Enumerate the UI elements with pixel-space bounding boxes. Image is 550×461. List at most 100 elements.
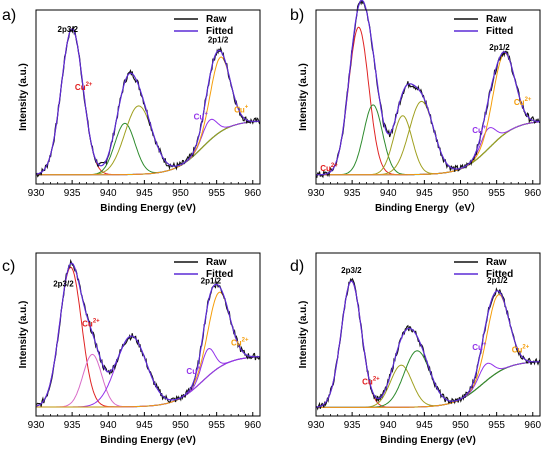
species-label: Cu2+ xyxy=(82,319,100,329)
peak-label: 2p3/2 xyxy=(341,266,362,275)
component-peak-5 xyxy=(316,121,540,176)
species-label-sup: 2+ xyxy=(522,345,529,351)
raw-series xyxy=(35,26,261,178)
peak-label: 2p1/2 xyxy=(201,277,222,286)
plot-frame xyxy=(35,252,261,417)
plot-frame xyxy=(315,9,541,185)
component-peak-1 xyxy=(35,28,260,176)
species-label: Cu2+ xyxy=(75,82,93,92)
x-tick-label: 940 xyxy=(100,420,117,431)
species-label-sup: + xyxy=(483,125,487,131)
x-tick-label: 955 xyxy=(208,420,225,431)
species-label-sup: 2+ xyxy=(93,319,100,325)
x-tick-label: 945 xyxy=(136,188,153,199)
species-label: Cu2+ xyxy=(514,97,532,107)
legend-label: Raw xyxy=(486,257,507,268)
species-label-sup: + xyxy=(204,112,208,118)
raw-series xyxy=(315,277,541,411)
legend-label: Fitted xyxy=(206,269,233,280)
background-line xyxy=(316,121,540,176)
fitted-series xyxy=(315,280,540,408)
y-axis-title: Intensity (a.u.) xyxy=(298,63,309,131)
panel-letter: d) xyxy=(290,258,304,275)
species-label: Cu2+ xyxy=(320,163,338,173)
component-peak-3 xyxy=(316,115,540,176)
x-tick-label: 940 xyxy=(380,188,397,199)
x-tick-label: 960 xyxy=(244,420,261,431)
component-peak-2 xyxy=(36,353,260,408)
x-axis-title: Binding Energy（eV） xyxy=(375,201,481,214)
peak-label: 2p1/2 xyxy=(489,43,510,52)
y-axis-title: Intensity (a.u.) xyxy=(18,301,29,369)
component-peak-4 xyxy=(36,347,260,408)
x-tick-label: 930 xyxy=(28,188,45,199)
species-label-sup: 2+ xyxy=(373,377,380,383)
x-tick-label: 945 xyxy=(416,188,433,199)
legend-label: Fitted xyxy=(206,26,233,37)
component-peak-2 xyxy=(36,120,260,176)
peak-label: 2p3/2 xyxy=(58,25,79,34)
x-tick-label: 940 xyxy=(380,420,397,431)
component-peak-4 xyxy=(316,100,540,176)
x-tick-label: 935 xyxy=(64,420,81,431)
species-label: Cu+ xyxy=(186,366,201,376)
x-tick-label: 955 xyxy=(488,188,505,199)
component-peak-1 xyxy=(315,280,540,408)
peak-label: 2p1/2 xyxy=(208,36,229,45)
x-tick-label: 930 xyxy=(28,420,45,431)
legend-label: Raw xyxy=(206,257,227,268)
x-tick-label: 930 xyxy=(308,188,325,199)
panel-1: a) 930 935 940 945 950 955 960 Binding Energy (e… xyxy=(2,7,262,214)
background-line xyxy=(36,356,260,408)
component-peak-3 xyxy=(36,335,260,408)
x-tick-label: 930 xyxy=(308,420,325,431)
species-label-sup: + xyxy=(197,366,201,372)
species-label: Cu+ xyxy=(472,125,487,135)
species-label-sup: 2+ xyxy=(331,163,338,169)
background-line xyxy=(36,120,260,176)
x-tick-label: 945 xyxy=(136,420,153,431)
x-tick-label: 950 xyxy=(452,188,469,199)
panel-3: c) 930 935 940 945 950 955 960 Binding Energy (e… xyxy=(2,252,262,446)
fitted-series xyxy=(316,0,540,176)
plot-frame xyxy=(35,9,261,185)
legend-label: Raw xyxy=(486,14,507,25)
fitted-series xyxy=(35,28,260,175)
species-label: Cu+ xyxy=(194,112,209,122)
species-label: Cu2+ xyxy=(512,345,530,355)
panel-letter: c) xyxy=(2,258,15,275)
species-label-sup: 2+ xyxy=(86,82,93,88)
x-tick-label: 935 xyxy=(64,188,81,199)
x-tick-label: 955 xyxy=(488,420,505,431)
plot-frame xyxy=(315,252,541,417)
component-peak-5 xyxy=(36,56,260,176)
x-tick-label: 945 xyxy=(416,420,433,431)
species-label: Cu2+ xyxy=(231,337,249,347)
species-label: Cu2+ xyxy=(362,377,380,387)
panel-letter: b) xyxy=(290,7,304,24)
x-tick-label: 935 xyxy=(344,420,361,431)
fitted-series xyxy=(35,262,260,407)
component-peak-3 xyxy=(316,350,540,408)
species-label: Cu+ xyxy=(234,105,249,115)
x-axis-title: Binding Energy (eV) xyxy=(380,435,476,446)
species-label-sup: + xyxy=(245,105,249,111)
component-peak-2 xyxy=(316,104,540,176)
peak-label: 2p1/2 xyxy=(487,276,508,285)
species-label-sup: 2+ xyxy=(242,337,249,343)
x-tick-label: 955 xyxy=(208,188,225,199)
species-label-sup: 2+ xyxy=(525,97,532,103)
panel-letter: a) xyxy=(2,7,16,24)
x-tick-label: 960 xyxy=(244,188,261,199)
x-tick-label: 960 xyxy=(524,420,541,431)
panel-2: b) 930 935 940 945 950 955 960 Binding Energy（eV… xyxy=(290,0,542,214)
peak-label: 2p3/2 xyxy=(53,280,74,289)
x-tick-label: 950 xyxy=(172,420,189,431)
legend-label: Fitted xyxy=(486,269,513,280)
legend-label: Fitted xyxy=(486,26,513,37)
component-peak-5 xyxy=(36,291,260,408)
x-tick-label: 950 xyxy=(452,420,469,431)
x-axis-title: Binding Energy (eV) xyxy=(100,435,196,446)
legend-label: Raw xyxy=(206,14,227,25)
